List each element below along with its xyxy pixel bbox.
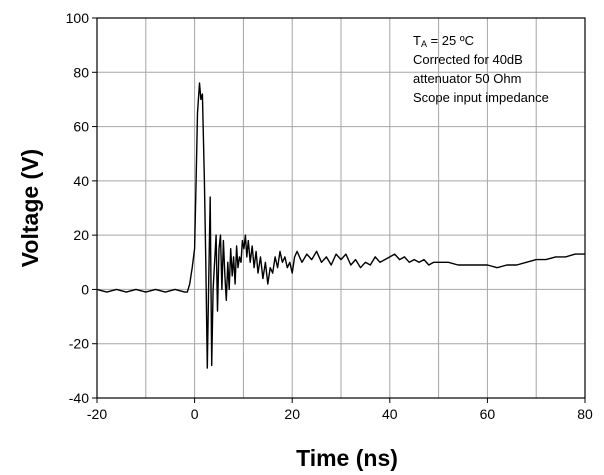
annotation-line-3: attenuator 50 Ohm <box>413 71 521 86</box>
x-tick-label: -20 <box>87 406 107 422</box>
y-tick-label: 40 <box>73 173 89 189</box>
y-tick-label: -20 <box>69 336 89 352</box>
annotation-line-4: Scope input impedance <box>413 90 549 105</box>
y-tick-label: 60 <box>73 119 89 135</box>
y-tick-label: 20 <box>73 227 89 243</box>
y-axis-title: Voltage (V) <box>17 149 43 267</box>
plot-frame <box>96 17 586 399</box>
y-tick-label: 100 <box>66 10 90 26</box>
x-axis-title: Time (ns) <box>296 445 398 471</box>
y-tick-label: -40 <box>69 390 89 406</box>
x-tick-label: 40 <box>382 406 398 422</box>
annotation-line-2: Corrected for 40dB <box>413 52 523 67</box>
x-tick-label: 60 <box>480 406 496 422</box>
conditions-annotation: TA = 25 ºC Corrected for 40dB attenuator… <box>413 33 549 105</box>
x-tick-label: 0 <box>191 406 199 422</box>
annotation-ta: TA = 25 ºC <box>413 33 474 49</box>
x-tick-label: 20 <box>284 406 300 422</box>
waveform-line <box>96 82 585 369</box>
ticks <box>92 17 586 403</box>
x-tick-label: 80 <box>577 406 593 422</box>
y-tick-label: 80 <box>73 64 89 80</box>
y-tick-label: 0 <box>81 281 89 297</box>
